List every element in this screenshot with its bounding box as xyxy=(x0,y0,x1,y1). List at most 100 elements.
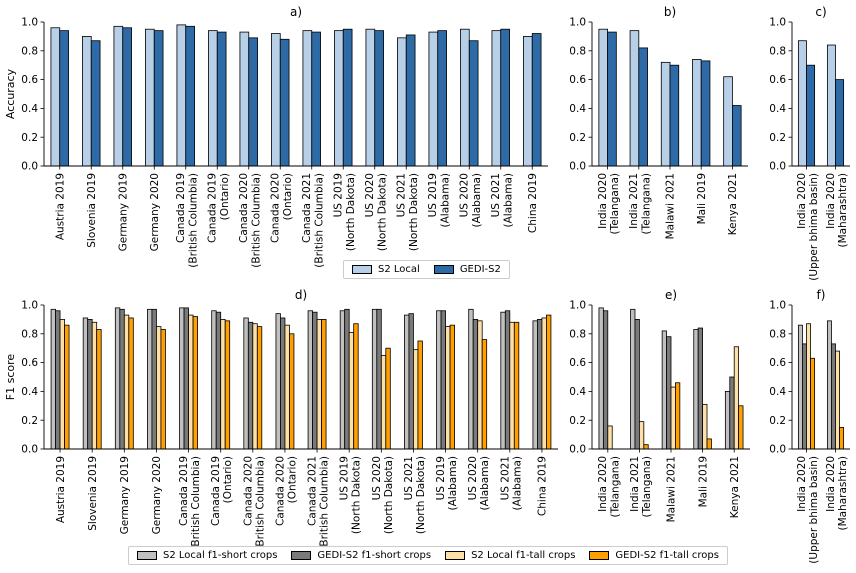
x-tick-label: Canada 2020(British Columbia) xyxy=(242,456,266,551)
bar xyxy=(280,317,286,450)
x-tick-label: Canada 2019(Ontario) xyxy=(210,456,234,526)
legend-label: S2 Local xyxy=(378,264,420,275)
bar xyxy=(123,314,130,450)
y-tick-label: 0.2 xyxy=(769,415,786,427)
bar xyxy=(460,28,470,167)
y-tick-label: 0.2 xyxy=(769,132,786,144)
bar xyxy=(417,340,423,450)
y-tick-label: 0.6 xyxy=(769,357,786,369)
bar xyxy=(541,317,547,450)
x-tick-label: China 2019 xyxy=(537,456,549,516)
y-tick-label: 0.8 xyxy=(769,45,786,57)
bar xyxy=(405,34,416,167)
bar xyxy=(342,28,353,167)
x-tick-label: US 2021(Alabama) xyxy=(490,173,514,228)
bar xyxy=(307,310,313,450)
bar xyxy=(90,40,101,167)
bar xyxy=(700,60,711,167)
x-tick-label: Malawi 2021 xyxy=(665,173,677,239)
bar xyxy=(732,105,742,167)
y-tick-label: 1.0 xyxy=(21,17,38,29)
bar xyxy=(55,310,61,450)
x-tick-label: Mali 2019 xyxy=(696,173,708,224)
bar xyxy=(598,307,604,450)
y-tick-label: 1.0 xyxy=(21,300,38,312)
bar xyxy=(91,321,98,450)
bar xyxy=(835,79,845,167)
bar xyxy=(348,331,355,450)
x-tick-label: Canada 2021(British Columbia) xyxy=(301,173,325,268)
bar xyxy=(59,318,65,450)
bar xyxy=(692,59,702,167)
bar xyxy=(271,33,281,167)
bar xyxy=(509,321,515,450)
x-tick-label: Germany 2020 xyxy=(149,173,161,251)
x-tick-label: Slovenia 2019 xyxy=(86,173,98,248)
bar xyxy=(660,61,671,167)
y-tick-label: 0.2 xyxy=(569,415,586,427)
bar xyxy=(531,33,542,167)
bar xyxy=(289,333,295,450)
y-tick-label: 0.8 xyxy=(569,328,586,340)
legend-item: GEDI-S2 f1-short crops xyxy=(291,550,431,561)
y-tick-label: 0.4 xyxy=(569,386,586,398)
legend-swatch xyxy=(589,551,610,560)
bar xyxy=(835,350,840,450)
bar xyxy=(638,47,648,167)
bar xyxy=(445,326,451,450)
bar xyxy=(724,390,731,450)
legend-accuracy: S2 Local GEDI-S2 xyxy=(343,260,510,279)
bar xyxy=(160,329,166,450)
panel-title: c) xyxy=(815,5,826,19)
bar xyxy=(151,308,157,450)
chart-panel-4: Austria 2019 Slovenia 2019 Germany 2019 Ger… xyxy=(4,288,558,551)
bar xyxy=(723,76,733,167)
bar xyxy=(374,30,384,167)
bar xyxy=(408,313,414,450)
panel-title: f) xyxy=(817,288,826,302)
bar xyxy=(220,318,226,450)
bar xyxy=(702,403,708,450)
panel-title: e) xyxy=(665,288,677,302)
bar xyxy=(477,320,483,450)
y-tick-label: 0.8 xyxy=(21,328,38,340)
bar xyxy=(312,311,318,450)
bar xyxy=(500,311,506,450)
bar xyxy=(353,323,359,450)
bar xyxy=(440,310,446,450)
x-tick-label: Austria 2019 xyxy=(54,173,66,240)
y-tick-label: 0.0 xyxy=(21,444,38,456)
x-tick-label: India 2020(Telangana) xyxy=(597,173,621,234)
x-tick-label: Kenya 2021 xyxy=(729,456,741,518)
legend-swatch xyxy=(291,551,312,560)
x-tick-label: India 2020(Telangana) xyxy=(597,456,621,517)
bar xyxy=(243,317,249,450)
bar xyxy=(188,314,194,450)
x-tick-label: Mali 2019 xyxy=(697,456,709,507)
bar xyxy=(176,24,187,167)
x-tick-label: India 2020(Maharashtra) xyxy=(825,173,849,248)
y-tick-label: 0.6 xyxy=(21,74,38,86)
y-tick-label: 0.0 xyxy=(569,161,586,173)
chart-panel-3: India 2020(Upper bhima basin) India 2020(… xyxy=(769,5,850,281)
bar xyxy=(192,316,198,450)
bar xyxy=(607,31,617,167)
y-tick-label: 0.8 xyxy=(21,45,38,57)
x-tick-label: US 2020(North Dakota) xyxy=(364,173,388,251)
x-tick-label: China 2019 xyxy=(527,173,539,233)
bar xyxy=(344,308,350,450)
y-tick-label: 0.4 xyxy=(569,103,586,115)
legend-swatch xyxy=(445,551,466,560)
chart-panel-5: India 2020(Telangana) India 2021(Telangan… xyxy=(569,288,750,522)
bar xyxy=(806,64,816,167)
bar xyxy=(275,313,281,450)
y-tick-label: 1.0 xyxy=(569,300,586,312)
bar xyxy=(826,320,832,450)
bar xyxy=(64,324,70,450)
x-tick-label: Slovenia 2019 xyxy=(87,456,99,531)
y-tick-label: 0.4 xyxy=(21,103,38,115)
bar xyxy=(211,310,217,450)
bar xyxy=(797,40,807,167)
y-tick-label: 0.6 xyxy=(21,357,38,369)
bar xyxy=(247,321,254,450)
